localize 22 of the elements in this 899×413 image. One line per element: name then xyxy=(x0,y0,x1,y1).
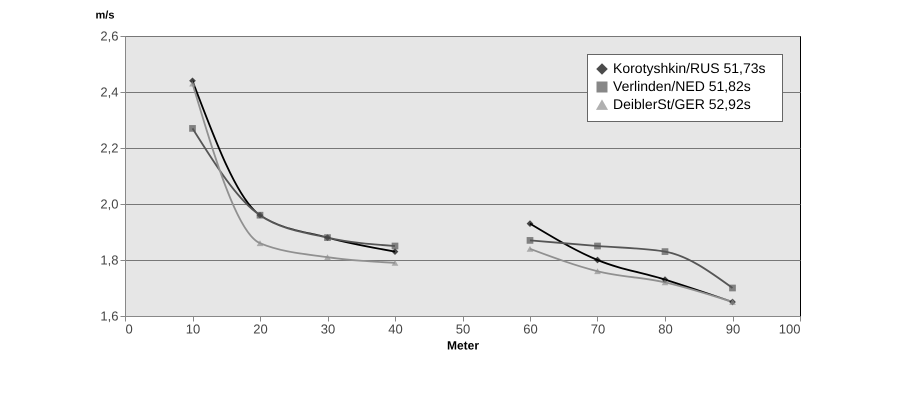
y-tick-label: 1,8 xyxy=(100,252,118,268)
legend-label: Verlinden/NED 51,82s xyxy=(613,78,751,94)
x-tick-label: 20 xyxy=(253,322,268,336)
legend-label: DeiblerSt/GER 52,92s xyxy=(613,96,751,112)
x-tick-label: 10 xyxy=(186,322,200,336)
x-tick-label: 50 xyxy=(456,322,470,336)
x-tick-label: 40 xyxy=(388,322,403,336)
legend-label: Korotyshkin/RUS 51,73s xyxy=(613,60,766,76)
x-tick-label: 100 xyxy=(778,322,800,336)
y-axis-title: m/s xyxy=(96,10,114,22)
x-tick-label: 70 xyxy=(590,322,606,336)
y-tick-label: 2,4 xyxy=(100,84,118,100)
y-tick-label: 2,0 xyxy=(100,196,118,212)
x-tick-label: 80 xyxy=(658,322,673,336)
y-tick-label: 2,2 xyxy=(100,140,118,156)
x-tick-label: 30 xyxy=(320,322,336,336)
x-axis-title: Meter xyxy=(446,338,480,352)
x-tick-label: 90 xyxy=(726,322,740,336)
x-tick-label: 0 xyxy=(126,322,133,336)
y-tick-label: 2,6 xyxy=(100,28,118,44)
x-tick-label: 60 xyxy=(523,322,538,336)
y-tick-label: 1,6 xyxy=(100,308,118,324)
